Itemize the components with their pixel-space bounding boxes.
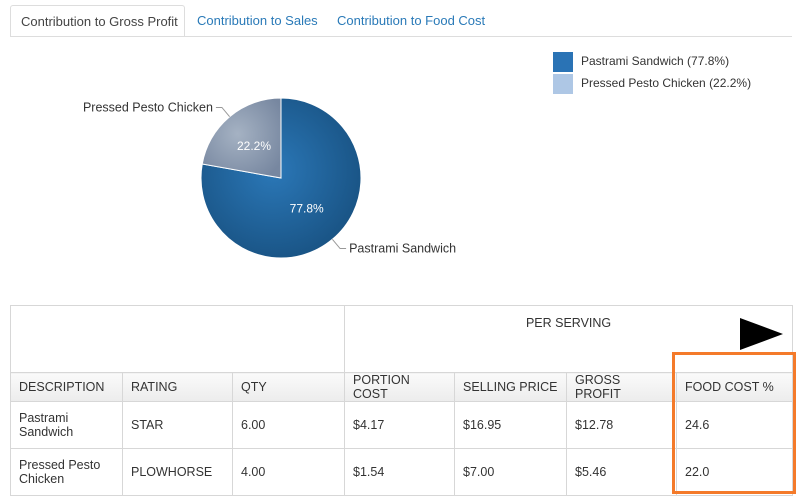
cell-rating: STAR <box>122 401 233 449</box>
col-header-qty[interactable]: QTY <box>231 372 346 402</box>
legend-item-pastrami[interactable]: Pastrami Sandwich (77.8%) <box>553 52 751 74</box>
tab-divider <box>10 36 792 37</box>
pie-connector-line <box>215 106 231 118</box>
cell-gross-profit: $5.46 <box>566 448 678 496</box>
col-header-rating[interactable]: RATING <box>122 372 233 402</box>
cell-qty: 4.00 <box>231 448 346 496</box>
pie-percent-label: 77.8% <box>290 202 324 216</box>
pie-connector-line <box>331 238 347 250</box>
column-header-row: DESCRIPTION RATING QTY PORTION COST SELL… <box>10 372 794 402</box>
pie-outer-label: Pastrami Sandwich <box>349 242 456 256</box>
cell-portion-cost: $4.17 <box>344 401 456 449</box>
menu-analysis-table-wrap: PER SERVING DESCRIPTION RATING QTY PORTI… <box>9 305 794 496</box>
legend-swatch <box>553 52 573 72</box>
col-header-gross-profit[interactable]: GROSS PROFIT <box>566 372 678 402</box>
group-header-row: PER SERVING <box>9 305 794 373</box>
group-header-empty <box>9 305 346 373</box>
legend-label: Pressed Pesto Chicken (22.2%) <box>581 76 752 90</box>
cell-selling-price: $7.00 <box>454 448 568 496</box>
pie-chart: 77.8% Pastrami Sandwich 22.2% Pressed Pesto… <box>83 97 456 259</box>
cell-rating: PLOWHORSE <box>122 448 233 496</box>
table-row[interactable]: Pastrami Sandwich STAR 6.00 $4.17 $16.95… <box>10 401 794 449</box>
pie-outer-label: Pressed Pesto Chicken <box>83 100 213 114</box>
tab-contribution-food-cost[interactable]: Contribution to Food Cost <box>337 13 486 28</box>
legend-item-pesto-chicken[interactable]: Pressed Pesto Chicken (22.2%) <box>553 74 751 96</box>
cell-description: Pressed Pesto Chicken <box>10 448 123 496</box>
tab-bar: Contribution to Gross Profit Contributio… <box>10 5 792 37</box>
cell-food-cost: 24.6 <box>676 401 794 449</box>
legend-swatch <box>553 74 573 94</box>
pie-slice-pesto-chicken[interactable] <box>201 97 282 179</box>
col-header-selling-price[interactable]: SELLING PRICE <box>454 372 568 402</box>
table-row[interactable]: Pressed Pesto Chicken PLOWHORSE 4.00 $1.… <box>10 448 794 496</box>
cell-selling-price: $16.95 <box>454 401 568 449</box>
tab-contribution-sales[interactable]: Contribution to Sales <box>197 13 318 28</box>
pointer-arrow-icon <box>740 318 783 350</box>
tab-contribution-gross-profit[interactable]: Contribution to Gross Profit <box>10 5 185 37</box>
food-cost-highlight-box <box>672 352 796 494</box>
cell-description: Pastrami Sandwich <box>10 401 123 449</box>
per-serving-header: PER SERVING <box>344 305 794 373</box>
pie-percent-label: 22.2% <box>237 139 271 153</box>
chart-legend: Pastrami Sandwich (77.8%) Pressed Pesto … <box>553 52 751 96</box>
menu-analysis-table: PER SERVING DESCRIPTION RATING QTY PORTI… <box>9 305 794 496</box>
col-header-description[interactable]: DESCRIPTION <box>10 372 123 402</box>
col-header-portion-cost[interactable]: PORTION COST <box>344 372 456 402</box>
legend-label: Pastrami Sandwich (77.8%) <box>581 54 730 68</box>
cell-qty: 6.00 <box>231 401 346 449</box>
cell-portion-cost: $1.54 <box>344 448 456 496</box>
col-header-food-cost[interactable]: FOOD COST % <box>676 372 794 402</box>
cell-gross-profit: $12.78 <box>566 401 678 449</box>
cell-food-cost: 22.0 <box>676 448 794 496</box>
